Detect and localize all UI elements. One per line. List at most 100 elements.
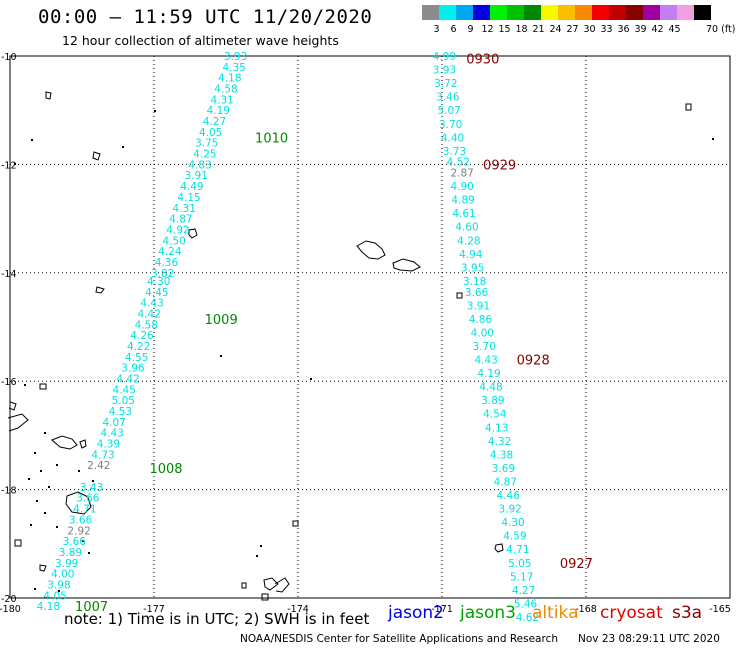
wave-height-value: 3.69	[492, 463, 515, 475]
wave-height-value: 4.30	[501, 517, 524, 529]
color-swatch-11	[609, 5, 626, 20]
wave-height-value: 4.39	[97, 439, 120, 451]
color-swatch-0	[422, 5, 439, 20]
wave-height-value: 4.59	[503, 531, 526, 543]
wave-height-value: 4.30	[147, 276, 170, 288]
wave-height-value: 4.60	[455, 222, 478, 234]
wave-height-value: 4.62	[516, 612, 539, 624]
pass-time-label: 0927	[560, 557, 593, 572]
color-swatch-14	[660, 5, 677, 20]
wave-height-value: 4.26	[130, 330, 154, 342]
fiji-south-islet-2	[39, 564, 47, 572]
wave-height-value: 4.19	[207, 105, 230, 117]
tonga-islet-2	[241, 582, 247, 589]
wave-height-value: 5.46	[514, 598, 538, 610]
color-swatch-label: 6	[450, 24, 457, 35]
pass-time-label: 1009	[205, 313, 238, 328]
wave-height-value: 3.93	[224, 51, 247, 63]
fiji-south-islet	[14, 539, 22, 547]
niue-islet	[456, 292, 463, 299]
wave-height-value: 4.18	[37, 601, 60, 613]
wave-height-value: 3.66	[76, 493, 100, 505]
color-swatch-15	[677, 5, 694, 20]
wave-height-value: 4.58	[214, 84, 237, 96]
swains-islet	[685, 103, 692, 111]
wave-height-value: 4.53	[109, 406, 132, 418]
color-swatch-label: 30	[583, 24, 596, 35]
wave-height-value: 4.55	[125, 352, 148, 364]
satellite-legend-altika: altika	[532, 603, 579, 623]
wave-height-value: 3.91	[467, 300, 490, 312]
wave-height-value: 4.38	[490, 449, 513, 461]
wave-height-value: 4.99	[433, 51, 456, 63]
wave-height-value: 3.72	[434, 78, 457, 90]
color-swatch-label: 24	[549, 24, 562, 35]
wave-height-value: 3.66	[69, 514, 93, 526]
fiji-vanua-levu	[51, 435, 78, 450]
wave-height-value: 4.94	[459, 249, 483, 261]
wave-height-value: 5.17	[510, 571, 533, 583]
wave-height-value: 4.87	[494, 476, 517, 488]
color-swatch-label: 27	[566, 24, 579, 35]
wave-height-value: 3.95	[461, 262, 484, 274]
wave-height-value: 4.18	[218, 73, 241, 85]
wave-height-value: 2.42	[87, 460, 110, 472]
axis-tick-labels: -180 -177 -174 -171 -168 -165 -10 -12 -14 -16 -18 -…	[0, 52, 731, 615]
satellite-legend-jason2: jason2	[388, 603, 444, 623]
wave-height-value: 4.92	[166, 224, 189, 236]
color-swatch-label: 15	[498, 24, 511, 35]
wave-height-value: 3.66	[63, 536, 87, 548]
wave-height-value: 3.96	[121, 363, 145, 375]
wave-height-value: 4.36	[155, 257, 179, 269]
wave-height-value: 4.89	[451, 195, 474, 207]
color-swatch-label: 36	[617, 24, 630, 35]
pass-time-label: 1010	[255, 131, 288, 146]
wave-height-value: 4.43	[140, 298, 163, 310]
wave-height-value: 2.92	[67, 525, 90, 537]
tonga-south-islet	[261, 593, 269, 601]
satellite-legend-cryosat: cryosat	[600, 603, 663, 623]
wave-height-value: 4.43	[101, 428, 124, 440]
wave-height-value: 4.90	[450, 181, 473, 193]
wave-height-value: 4.87	[169, 214, 192, 226]
wave-height-value: 4.52	[447, 157, 470, 169]
wave-height-value: 4.83	[188, 159, 211, 171]
color-swatch-2	[456, 5, 473, 20]
futuna-island	[92, 151, 101, 161]
credit-line: NOAA/NESDIS Center for Satellite Applica…	[240, 633, 558, 645]
wave-height-value: 4.35	[222, 62, 245, 74]
wave-height-value: 4.45	[113, 384, 136, 396]
wave-height-value: 3.89	[481, 395, 504, 407]
wave-height-value: 3.43	[80, 482, 103, 494]
lat-tick-label: -10	[1, 52, 17, 63]
map-frame	[9, 55, 731, 599]
pass-time-label: 1007	[75, 600, 108, 615]
wave-height-value: 4.25	[193, 149, 216, 161]
color-swatch-7	[541, 5, 558, 20]
wave-height-value: 4.50	[162, 235, 185, 247]
satellite-legend-s3a: s3a	[672, 603, 703, 623]
wave-height-value: 4.24	[158, 246, 182, 258]
wave-height-value: 4.61	[452, 208, 475, 220]
color-swatch-4	[490, 5, 507, 20]
wallis-island	[188, 228, 198, 239]
samoa-upolu-island	[356, 240, 386, 260]
wave-height-value: 4.28	[457, 235, 480, 247]
map-border	[9, 55, 731, 599]
color-swatch-5	[507, 5, 524, 20]
page-title: 00:00 – 11:59 UTC 11/20/2020	[38, 6, 373, 28]
rotuma-islet	[95, 286, 105, 294]
color-swatch-label: 42	[651, 24, 664, 35]
wave-height-value: 4.71	[506, 544, 529, 556]
lat-tick-label: -18	[1, 486, 17, 497]
color-swatch-8	[558, 5, 575, 20]
wave-height-value: 3.73	[443, 146, 466, 158]
pass-time-labels: 1010 1009 1008 1007 0930 0929 0928 0927	[75, 53, 593, 615]
generation-timestamp: Nov 23 08:29:11 UTC 2020	[578, 633, 720, 645]
pass-time-label: 1008	[149, 462, 182, 477]
coastlines	[7, 91, 692, 601]
wave-height-value: 3.70	[439, 119, 462, 131]
lat-tick-label: -16	[1, 377, 17, 388]
fiji-taveuni	[79, 439, 87, 449]
wave-height-value: 3.82	[151, 268, 174, 280]
